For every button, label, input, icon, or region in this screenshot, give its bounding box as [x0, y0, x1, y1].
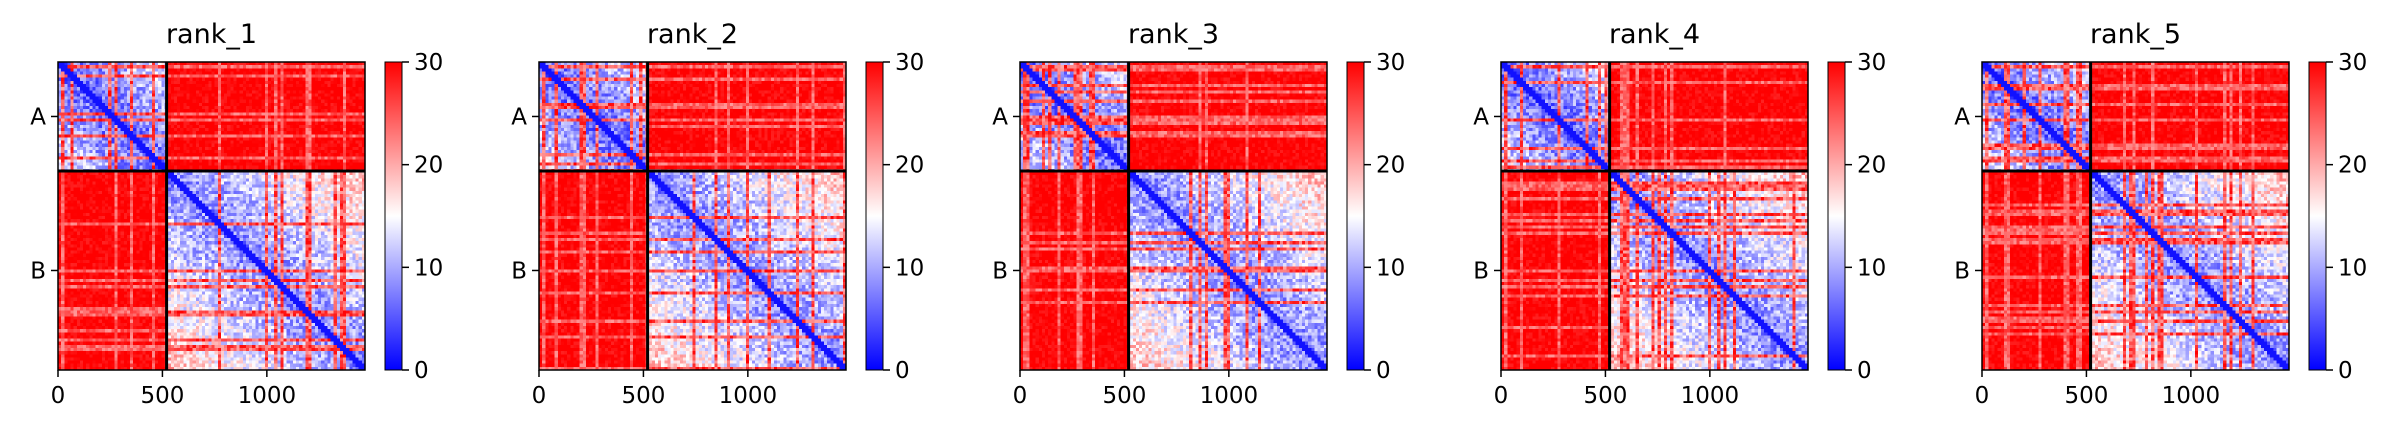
y-tick-label-chain-A: A: [30, 104, 46, 130]
colorbar-tick-label: 20: [414, 153, 443, 179]
heatmap-image: [58, 62, 365, 370]
heatmap-image: [1501, 62, 1808, 370]
x-tick-label: 0: [51, 383, 66, 409]
y-tick-label-chain-B: B: [30, 258, 46, 284]
colorbar-tick-label: 0: [1857, 358, 1872, 384]
heatmap-image: [1982, 62, 2289, 370]
heatmap-image: [539, 62, 846, 370]
y-tick-label-chain-B: B: [1954, 258, 1970, 284]
colorbar-tick-label: 20: [1857, 153, 1886, 179]
heatmap-frame: [1019, 61, 1328, 371]
colorbar-tick-label: 10: [1376, 255, 1405, 281]
x-tick-label: 0: [1975, 383, 1990, 409]
colorbar-tick-label: 10: [1857, 255, 1886, 281]
y-tick-label-chain-A: A: [511, 104, 527, 130]
y-tick-label-chain-A: A: [1473, 104, 1489, 130]
colorbar-tick-label: 10: [2338, 255, 2367, 281]
x-tick-label: 500: [1583, 383, 1627, 409]
panel-1: rank_1 A B 0 500 1000 0 10 20 30: [30, 19, 443, 409]
x-tick-label: 0: [1013, 383, 1028, 409]
colorbar-tick-label: 20: [1376, 153, 1405, 179]
colorbar: [2308, 61, 2327, 371]
x-tick-label: 1000: [1200, 383, 1259, 409]
panel-3: rank_3 A B 0 500 1000 0 10 20 30: [992, 19, 1405, 409]
heatmap-frame: [1500, 61, 1809, 371]
x-tick-label: 1000: [2162, 383, 2221, 409]
colorbar-tick-label: 0: [414, 358, 429, 384]
colorbar-tick-label: 30: [1857, 50, 1886, 76]
colorbar: [1346, 61, 1365, 371]
y-tick-label-chain-A: A: [992, 104, 1008, 130]
colorbar-tick-label: 20: [2338, 153, 2367, 179]
panel-title: rank_2: [647, 19, 738, 50]
panel-title: rank_1: [166, 19, 257, 50]
y-tick-label-chain-B: B: [992, 258, 1008, 284]
panel-title: rank_3: [1128, 19, 1219, 50]
x-tick-label: 500: [1102, 383, 1146, 409]
colorbar-tick-label: 30: [1376, 50, 1405, 76]
colorbar: [865, 61, 884, 371]
colorbar-tick-label: 10: [895, 255, 924, 281]
y-tick-label-chain-B: B: [1473, 258, 1489, 284]
x-tick-label: 500: [2064, 383, 2108, 409]
panel-5: rank_5 A B 0 500 1000 0 10 20 30: [1954, 19, 2367, 409]
x-tick-label: 1000: [238, 383, 297, 409]
colorbar-tick-label: 30: [2338, 50, 2367, 76]
heatmap-image: [1020, 62, 1327, 370]
x-tick-label: 1000: [1681, 383, 1740, 409]
colorbar-tick-label: 10: [414, 255, 443, 281]
heatmap-frame: [1981, 61, 2290, 371]
colorbar-tick-label: 30: [895, 50, 924, 76]
colorbar-tick-label: 20: [895, 153, 924, 179]
heatmap-frame: [538, 61, 847, 371]
colorbar-tick-label: 0: [2338, 358, 2353, 384]
x-tick-label: 1000: [719, 383, 778, 409]
y-tick-label-chain-A: A: [1954, 104, 1970, 130]
panel-title: rank_5: [2090, 19, 2181, 50]
panel-title: rank_4: [1609, 19, 1700, 50]
colorbar-tick-label: 0: [1376, 358, 1391, 384]
x-tick-label: 0: [532, 383, 547, 409]
heatmap-frame: [57, 61, 366, 371]
panel-4: rank_4 A B 0 500 1000 0 10 20 30: [1473, 19, 1886, 409]
x-tick-label: 500: [621, 383, 665, 409]
colorbar-tick-label: 30: [414, 50, 443, 76]
y-tick-label-chain-B: B: [511, 258, 527, 284]
colorbar: [1827, 61, 1846, 371]
x-tick-label: 0: [1494, 383, 1509, 409]
colorbar: [384, 61, 403, 371]
colorbar-tick-label: 0: [895, 358, 910, 384]
panel-2: rank_2 A B 0 500 1000 0 10 20 30: [511, 19, 924, 409]
x-tick-label: 500: [140, 383, 184, 409]
